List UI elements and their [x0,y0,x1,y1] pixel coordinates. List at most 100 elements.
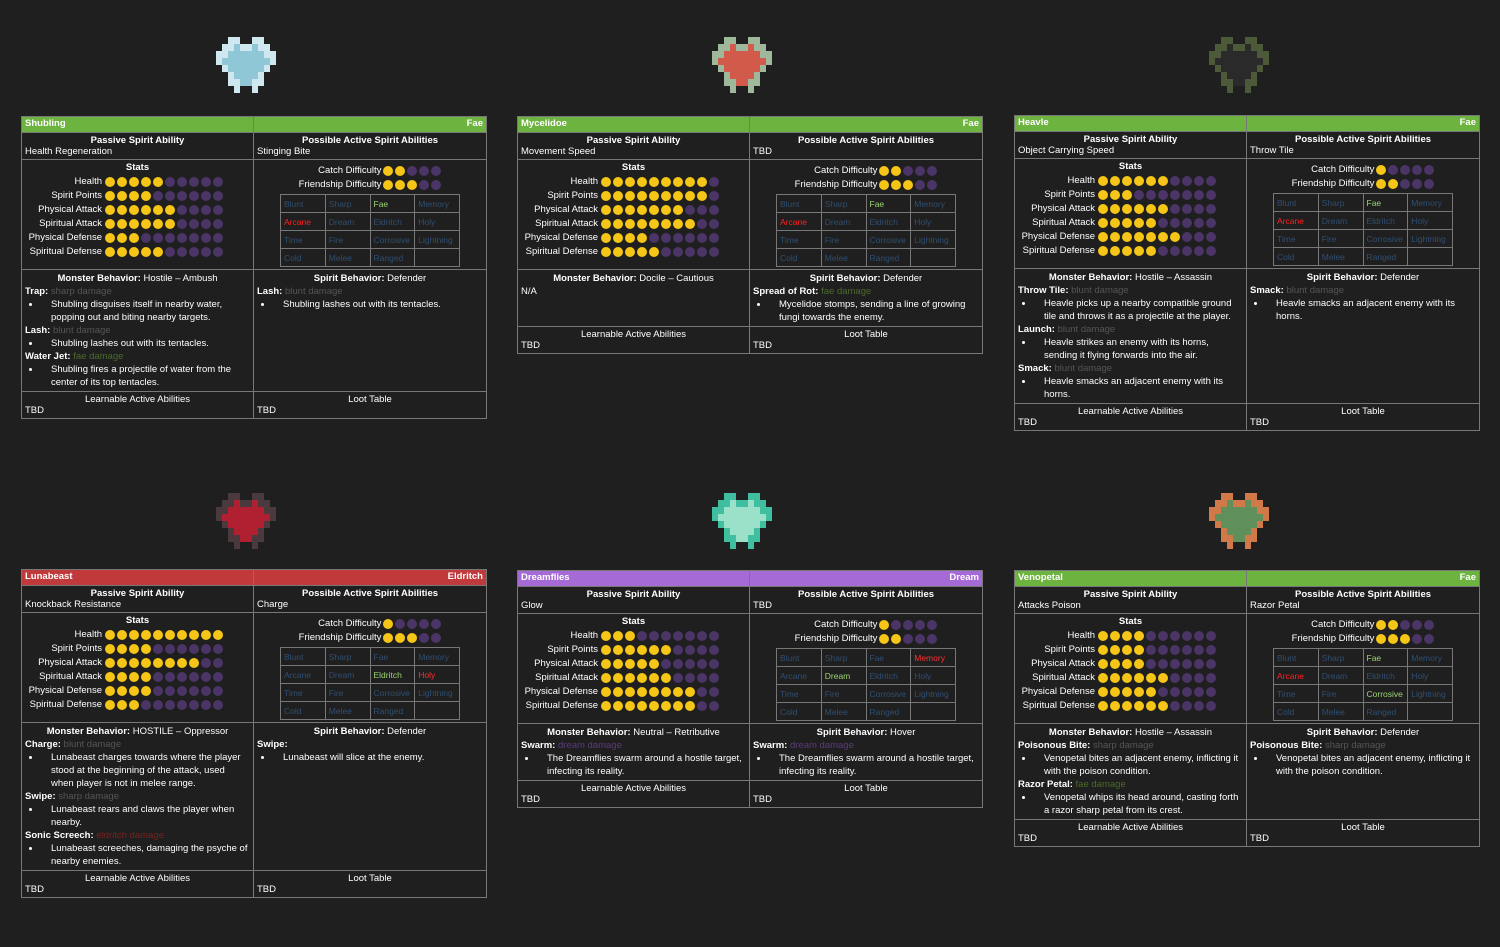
filled-dot [117,204,127,215]
empty-dot [697,630,707,641]
empty-dot [673,630,683,641]
empty-dot [915,619,926,630]
spirit-behavior-label: Spirit Behavior: [816,727,888,738]
type-cell-ranged: Ranged [865,702,912,721]
move-name: Water Jet: [25,351,71,362]
filled-dot [117,643,127,654]
empty-dot [1170,203,1180,214]
filled-dot [129,218,139,229]
filled-dot [129,204,139,215]
empty-dot [1194,686,1204,697]
empty-dot [141,699,151,710]
monster-name: Shubling [21,116,254,133]
filled-dot [649,644,659,655]
difficulty-grid: Catch Difficulty Friendship Difficulty [257,165,483,190]
filled-dot [1122,686,1132,697]
filled-dot [1122,245,1132,256]
empty-dot [1158,686,1168,697]
difficulty-grid: Catch Difficulty Friendship Difficulty [1250,164,1476,189]
filled-dot [141,246,151,257]
stat-label-physical_defense: Physical Defense [28,232,102,243]
filled-dot [637,218,647,229]
stat-dots-spiritual_attack [1098,672,1243,683]
empty-dot [1194,189,1204,200]
filled-dot [383,179,394,190]
type-cell-dream: Dream [1317,666,1364,685]
filled-dot [213,629,223,640]
damage-type-grid: Blunt Sharp Fae Memory Arcane Dream Eldritch Ho… [280,647,460,720]
friendship-dots [383,179,442,190]
stat-label-physical_attack: Physical Attack [38,657,102,668]
friendship-dots [879,179,938,190]
empty-dot [1182,630,1192,641]
filled-dot [661,204,671,215]
loot-title: Loot Table [348,394,392,405]
damage-type: fae damage [1075,779,1126,790]
filled-dot [649,246,659,257]
empty-dot [213,190,223,201]
filled-dot [1110,189,1120,200]
loot-title: Loot Table [1341,822,1385,833]
filled-dot [1098,245,1108,256]
filled-dot [637,686,647,697]
type-cell-dream: Dream [820,212,867,231]
damage-type: dream damage [557,740,622,751]
filled-dot [141,643,151,654]
empty-dot [661,232,671,243]
empty-dot [709,176,719,187]
stats-grid: Health Spirit Points Physical Attack Spirit… [25,176,250,257]
filled-dot [1122,700,1132,711]
filled-dot [601,658,611,669]
friendship-dots [1376,633,1435,644]
passive-title: Passive Spirit Ability [1083,134,1178,145]
type-cell-empty [1407,702,1453,721]
type-cell-eldritch: Eldritch [1362,666,1409,685]
empty-dot [431,618,442,629]
monster-behavior-label: Monster Behavior: [57,273,141,284]
move-name: Swarm: [753,740,788,751]
filled-dot [673,700,683,711]
filled-dot [1170,231,1180,242]
type-cell-corrosive: Corrosive [369,230,416,249]
type-cell-blunt: Blunt [280,647,326,666]
stat-dots-spiritual_defense [1098,245,1243,256]
empty-dot [661,246,671,257]
type-cell-arcane: Arcane [1273,666,1319,685]
stat-dots-physical_defense [1098,686,1243,697]
empty-dot [201,246,211,257]
learnable-title: Learnable Active Abilities [580,783,687,794]
empty-dot [419,179,430,190]
filled-dot [661,176,671,187]
move-description: The Dreamflies swarm around a hostile ta… [537,752,746,778]
empty-dot [685,658,695,669]
monster-sprite [211,486,281,556]
empty-dot [1158,658,1168,669]
stat-dots-health [105,629,250,640]
filled-dot [903,179,914,190]
empty-dot [1206,245,1216,256]
friendship-label: Friendship Difficulty [794,179,878,190]
empty-dot [213,232,223,243]
empty-dot [1182,700,1192,711]
damage-type: fae damage [73,351,124,362]
learnable-title: Learnable Active Abilities [1077,406,1184,417]
type-cell-empty [910,248,956,267]
filled-dot [685,176,695,187]
filled-dot [1146,245,1156,256]
filled-dot [1376,619,1387,630]
filled-dot [1146,700,1156,711]
empty-dot [165,643,175,654]
type-cell-fire: Fire [820,230,867,249]
filled-dot [613,176,623,187]
filled-dot [105,657,115,668]
stat-label-physical_defense: Physical Defense [524,232,598,243]
empty-dot [177,685,187,696]
filled-dot [613,658,623,669]
empty-dot [927,179,938,190]
active-value: Razor Petal [1250,600,1300,611]
filled-dot [105,246,115,257]
filled-dot [117,629,127,640]
empty-dot [1206,700,1216,711]
filled-dot [129,657,139,668]
type-cell-melee: Melee [324,248,371,267]
